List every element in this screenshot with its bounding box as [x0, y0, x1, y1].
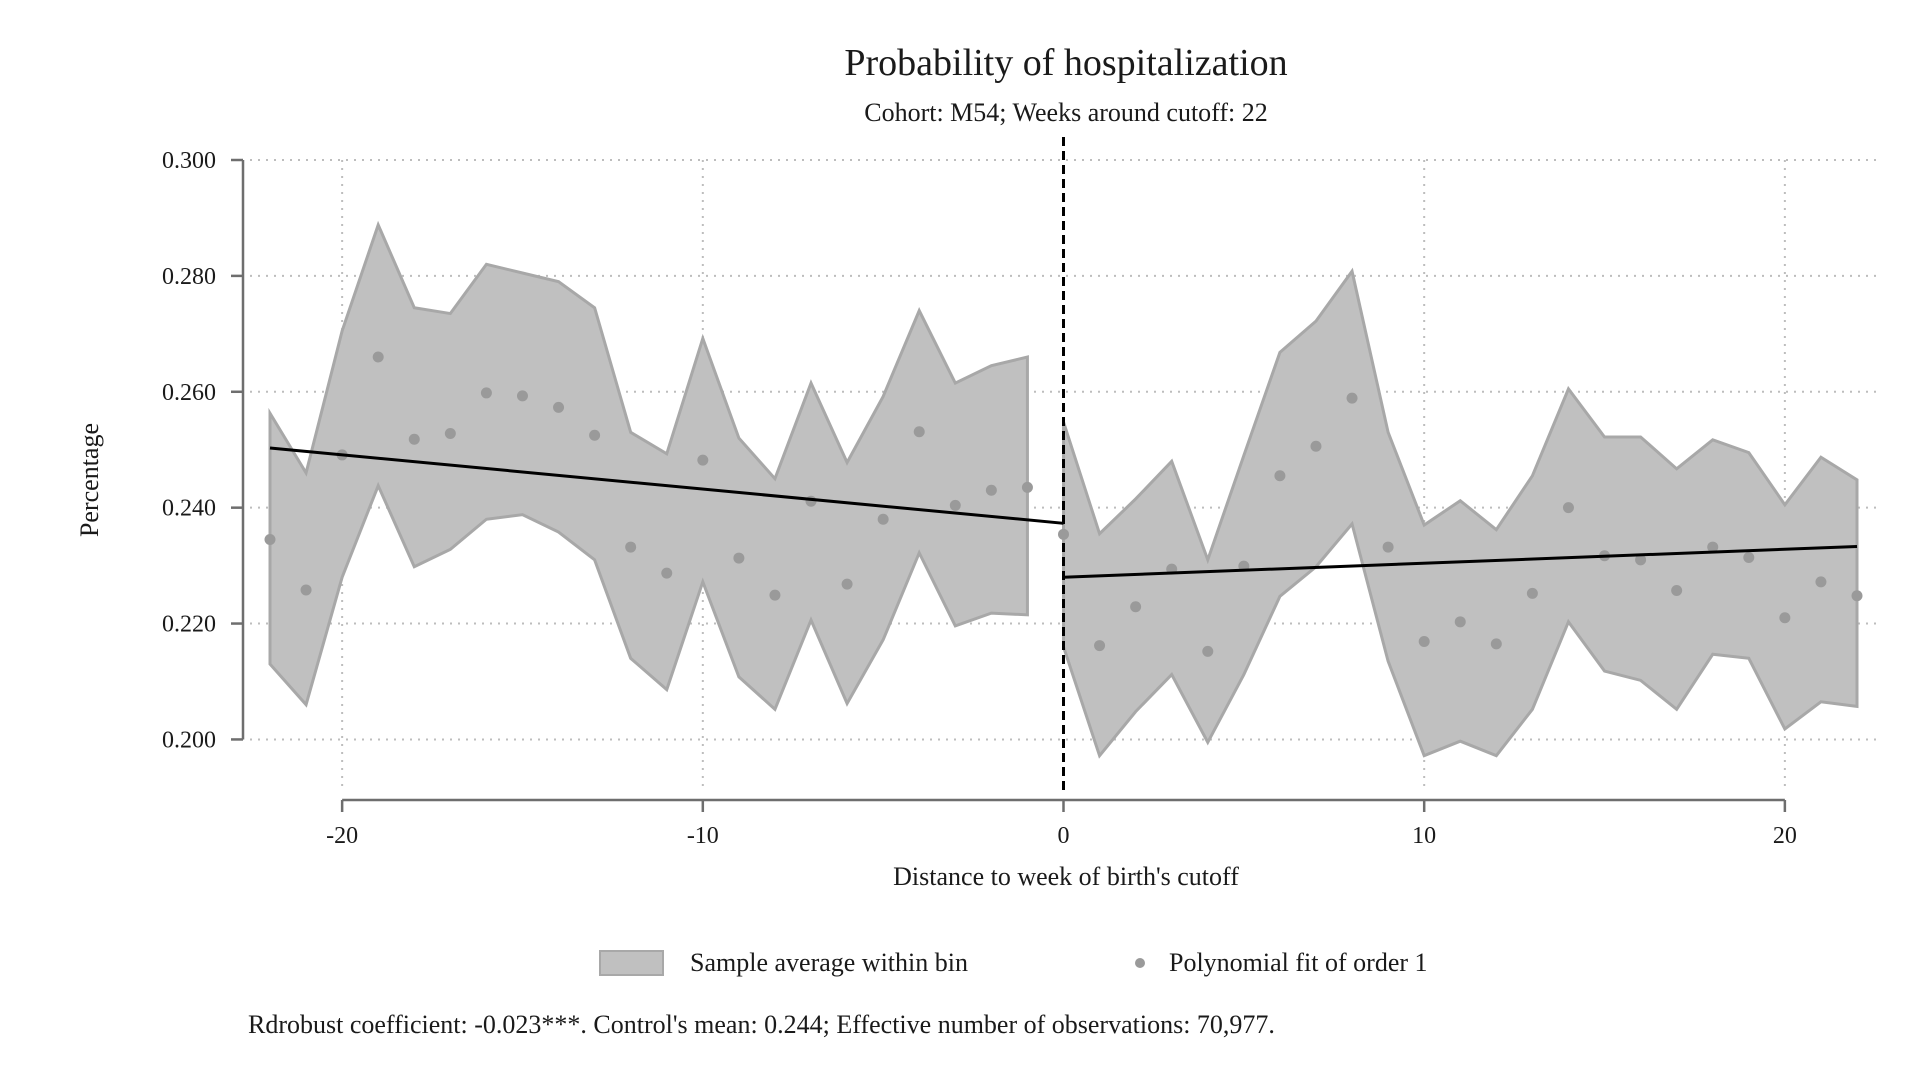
legend-band-swatch	[599, 950, 664, 976]
legend-point-label: Polynomial fit of order 1	[1169, 948, 1428, 977]
y-tick-label: 0.220	[162, 612, 216, 638]
y-tick-label: 0.280	[162, 264, 216, 290]
x-tick-label: -20	[326, 823, 358, 849]
confidence-band	[1062, 267, 1859, 759]
y-axis-title: Percentage	[75, 423, 104, 537]
data-point	[408, 433, 420, 445]
data-point	[733, 552, 745, 564]
data-point	[1815, 576, 1827, 588]
chart-subtitle: Cohort: M54; Weeks around cutoff: 22	[864, 98, 1268, 127]
data-point	[1707, 541, 1719, 553]
data-point	[1635, 554, 1647, 566]
data-point	[625, 541, 637, 553]
data-point	[985, 484, 997, 496]
data-point	[264, 534, 276, 546]
data-point	[661, 567, 673, 579]
x-axis-title: Distance to week of birth's cutoff	[893, 862, 1239, 891]
fit-line	[269, 446, 1064, 525]
data-point	[1310, 440, 1322, 452]
data-point	[877, 513, 889, 525]
data-point	[1454, 616, 1466, 628]
chart-note: Rdrobust coefficient: -0.023***. Control…	[248, 1010, 1275, 1039]
data-point	[516, 390, 528, 402]
data-point	[300, 584, 312, 596]
x-tick-label: -10	[687, 823, 719, 849]
data-point	[1526, 587, 1538, 599]
data-point	[1562, 502, 1574, 514]
y-tick-label: 0.300	[162, 148, 216, 174]
data-point	[1130, 601, 1142, 613]
data-point	[1058, 528, 1069, 540]
data-point	[769, 589, 781, 601]
confidence-band	[268, 220, 1029, 712]
legend: Sample average within bin Polynomial fit…	[599, 948, 1428, 977]
y-tick-label: 0.240	[162, 496, 216, 522]
legend-band-label: Sample average within bin	[690, 948, 968, 977]
data-point	[480, 387, 492, 399]
data-point	[805, 495, 817, 507]
data-point	[1021, 481, 1033, 493]
data-point	[1490, 638, 1502, 650]
data-point	[949, 499, 961, 511]
x-tick-label: 10	[1412, 823, 1436, 849]
data-point	[1346, 392, 1358, 404]
data-point	[841, 578, 853, 590]
data-point	[1418, 636, 1430, 648]
x-tick-label: 0	[1058, 823, 1070, 849]
data-point	[1202, 645, 1214, 657]
x-tick-label: 20	[1773, 823, 1797, 849]
data-point	[697, 454, 709, 466]
data-point	[1743, 551, 1755, 563]
data-point	[553, 401, 565, 413]
data-point	[1094, 640, 1106, 652]
y-tick-label: 0.260	[162, 380, 216, 406]
data-point	[913, 426, 925, 438]
fit-line	[1063, 544, 1858, 579]
data-point	[1382, 541, 1394, 553]
data-point	[372, 351, 384, 363]
data-point	[1274, 470, 1286, 482]
legend-point-marker	[1135, 958, 1145, 968]
data-point	[444, 427, 456, 439]
data-point	[589, 429, 601, 441]
data-point	[1671, 585, 1683, 597]
data-point	[1851, 590, 1863, 602]
data-point	[1779, 612, 1791, 624]
chart-title: Probability of hospitalization	[844, 42, 1287, 84]
y-tick-label: 0.200	[162, 727, 216, 753]
